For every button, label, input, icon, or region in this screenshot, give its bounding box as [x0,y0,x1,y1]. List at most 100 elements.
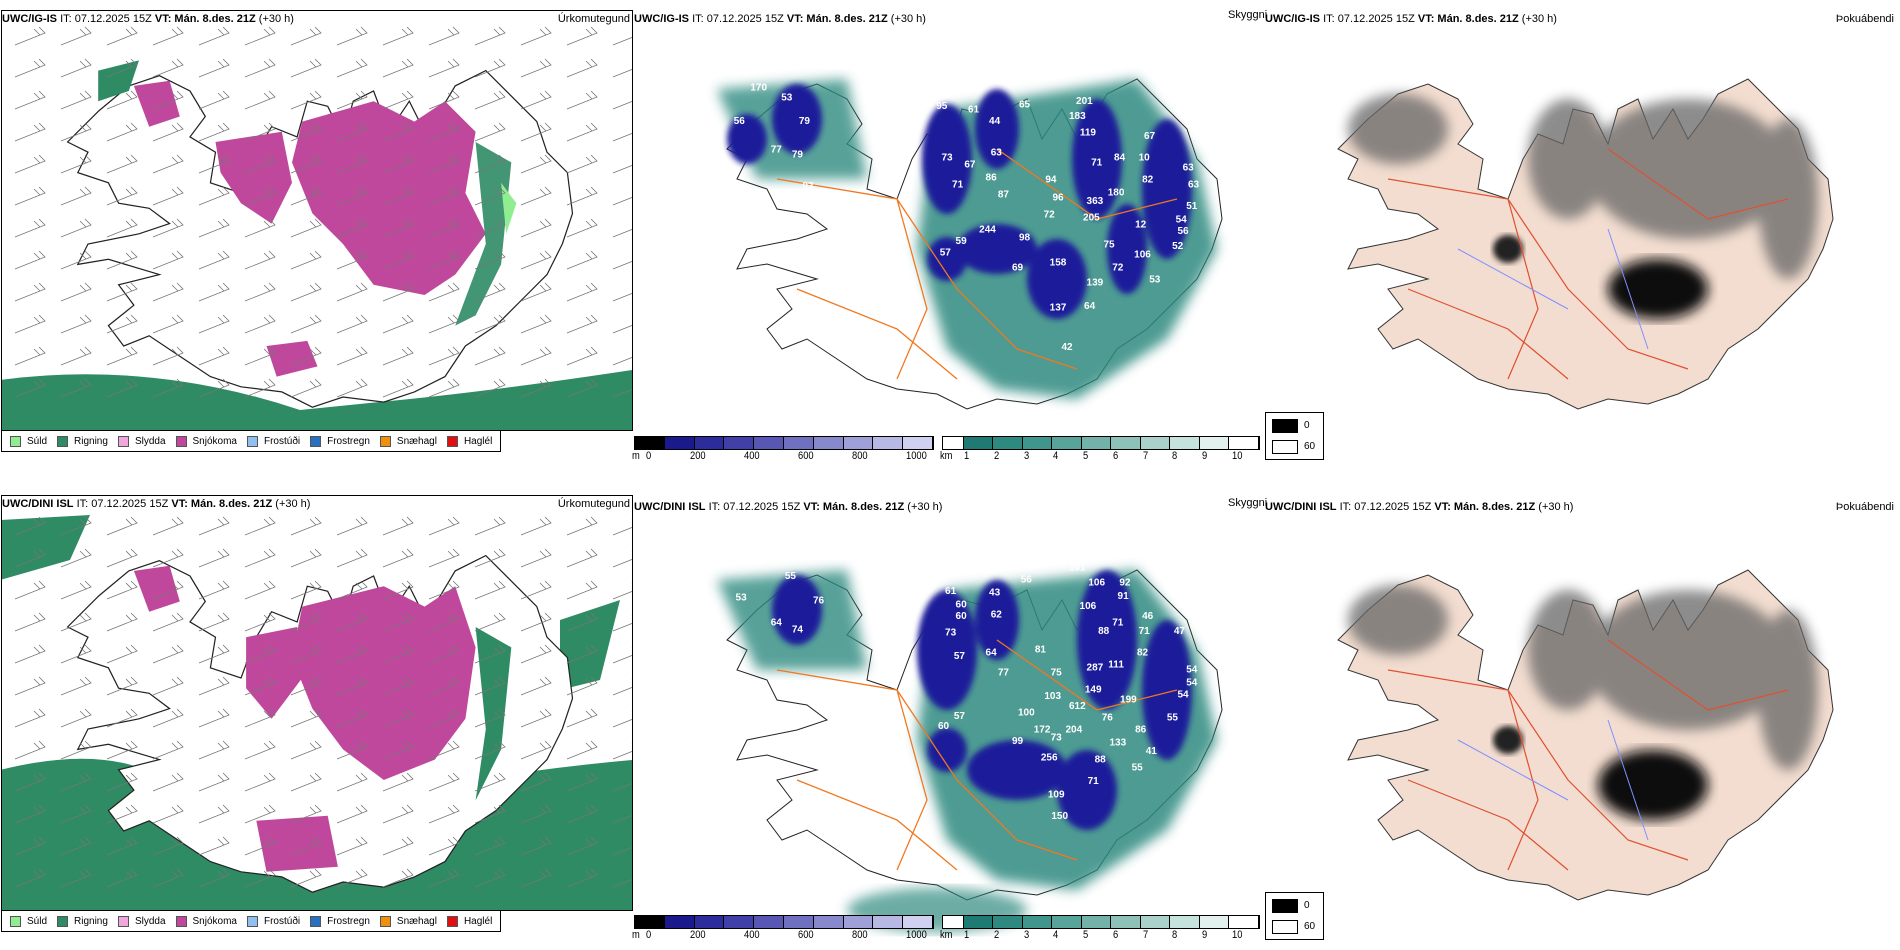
wind-barb [336,154,368,174]
visibility-value-label: 149 [1085,684,1102,695]
wind-barb [106,804,138,824]
visibility-value-label: 56 [1177,226,1189,237]
visibility-value-label: 92 [1119,578,1131,589]
colorbar-tick: 1000 [906,929,927,941]
wind-barb [428,836,460,856]
wind-barb [382,154,414,174]
wind-barb [474,612,506,632]
fog-label: 0 [1304,900,1310,911]
wind-barb [612,551,632,568]
visibility-value-label: 88 [1098,626,1110,637]
visibility-value-label: 67 [1144,131,1156,142]
legend-label: Frostregn [327,435,370,447]
colorbar-tick: 5 [1083,450,1089,462]
visibility-value-label: 53 [781,93,793,104]
wind-barb [612,285,632,302]
panel-header: UWC/IG-IS IT: 07.12.2025 15Z VT: Mán. 8.… [2,13,294,25]
wind-barb [336,218,368,238]
wind-barb [198,548,230,568]
legend-swatch [57,435,69,447]
wind-barb [428,580,460,600]
wind-barb [198,186,230,206]
wind-barb [152,740,184,760]
wind-barb [152,836,184,856]
legend-item: Súld [10,915,47,927]
vt-label: VT: [786,13,804,25]
wind-barb [336,644,368,664]
wind-barb [290,378,322,398]
colorbar-tick: 800 [852,450,868,462]
visibility-value-label: 91 [1118,591,1130,602]
wind-barb [382,580,414,600]
wind-barb [566,516,598,536]
lead-time: (+30 h) [890,13,926,25]
precip-type-legend: Súld Rigning Slydda Snjókoma Frostúði Frostre… [1,430,502,452]
wind-barb [14,580,46,600]
visibility-value-label: 201 [1076,96,1093,107]
colorbar-tick: 1000 [906,450,927,462]
wind-barb [198,282,230,302]
wind-barb [336,868,368,888]
visibility-value-label: 77 [998,668,1010,679]
colorbar-tick: 2 [993,450,999,462]
wind-barb [198,708,230,728]
wind-barb [244,314,276,334]
colorbar-tick: 1 [964,450,970,462]
fog-legend: 0 60 [1265,412,1324,460]
wind-barb [14,186,46,206]
wind-barb [106,314,138,334]
wind-barb [474,314,506,334]
init-time: IT: 07.12.2025 15Z [1323,13,1415,25]
visibility-value-label: 60 [956,599,968,610]
valid-time: Mán. 8.des. 21Z [1453,501,1536,513]
wind-barb [612,839,632,856]
visibility-value-label: 150 [1051,811,1068,822]
visibility-value-label: 72 [1112,263,1124,274]
legend-swatch [310,915,322,927]
wind-barb [428,218,460,238]
wind-barb [106,580,138,600]
wind-barb [198,580,230,600]
visibility-value-label: 73 [945,628,957,639]
visibility-value-label: 54 [1186,664,1198,675]
wind-barb [566,580,598,600]
wind-barb [336,516,368,536]
visibility-value-label: 64 [1084,301,1096,312]
wind-barb [106,516,138,536]
wind-barbs [14,26,632,398]
wind-barb [60,580,92,600]
wind-barb [60,58,92,78]
wind-barb [198,378,230,398]
precip-type-panel-bottom [1,495,633,911]
legend-label: Frostúði [263,915,301,927]
wind-barb [336,122,368,142]
wind-barb [152,644,184,664]
wind-barb [290,644,322,664]
visibility-value-label: 59 [956,236,968,247]
wind-barb [474,548,506,568]
wind-barb [14,836,46,856]
wind-barb [198,612,230,632]
valid-time: Mán. 8.des. 21Z [822,501,905,513]
visibility-colorbar: km 1 2 3 4 5 6 7 8 9 10 [940,436,1260,470]
wind-barb [336,836,368,856]
init-time: IT: 07.12.2025 15Z [692,13,784,25]
wind-barb [60,804,92,824]
legend-item: Slydda [117,435,166,447]
visibility-value-label: 57 [940,248,952,259]
legend-item: Rigning [57,915,108,927]
wind-barb [152,282,184,302]
colorbar-tick: 7 [1142,450,1148,462]
wind-barb [336,314,368,334]
colorbar-tick: 2 [993,929,999,941]
wind-barb [336,378,368,398]
wind-barb [106,58,138,78]
legend-item: Frostúði [246,915,301,927]
wind-barb [612,807,632,824]
wind-barb [382,282,414,302]
panel-header: UWC/IG-IS IT: 07.12.2025 15Z VT: Mán. 8.… [634,13,926,25]
wind-barb [14,26,46,46]
colorbar-tick: 4 [1053,929,1059,941]
wind-barb [152,548,184,568]
wind-barb [382,250,414,270]
